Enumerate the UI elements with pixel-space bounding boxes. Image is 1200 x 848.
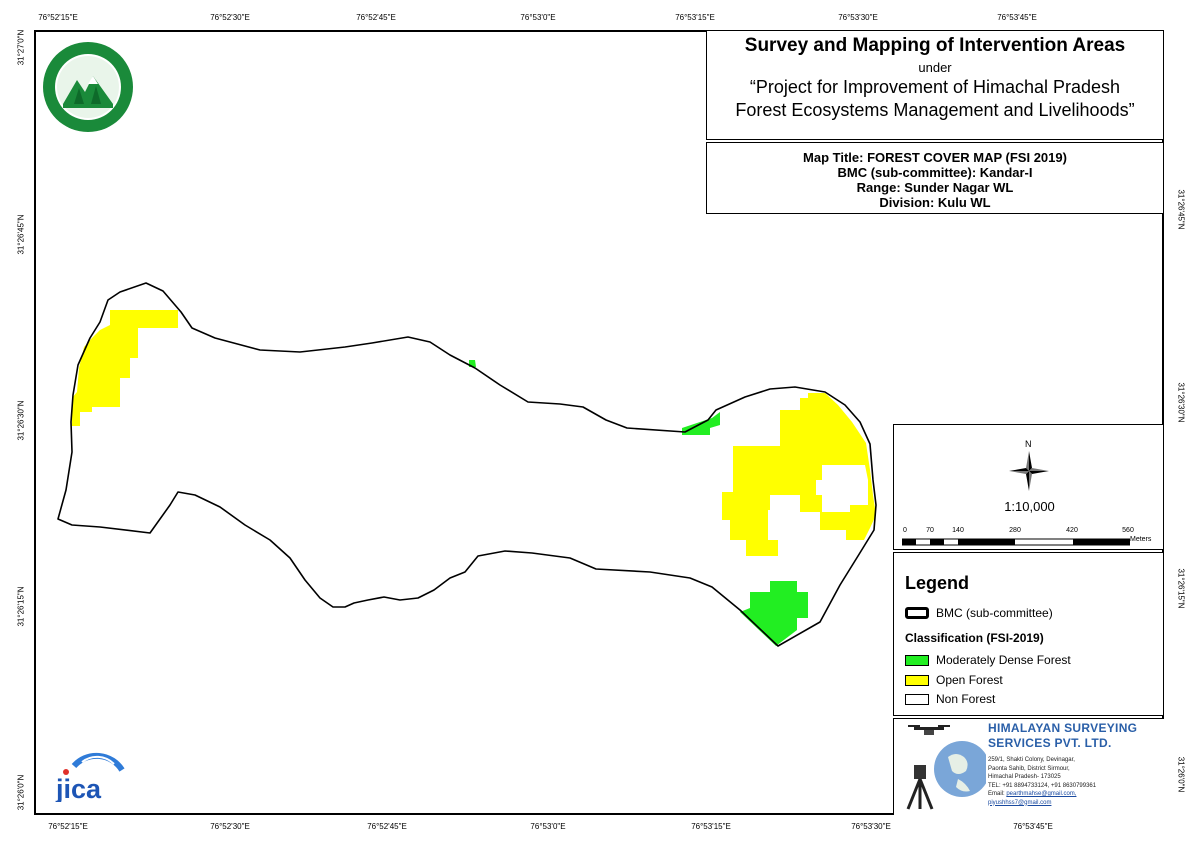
legend-item-open-forest: Open Forest: [905, 673, 1003, 687]
lon-label: 76°53'45"E: [1013, 822, 1053, 831]
email-link[interactable]: pearthmahse@gmail.com,: [1006, 791, 1077, 797]
bmc-name: BMC (sub-committee): Kandar-I: [837, 165, 1033, 180]
address-line: Paonta Sahib, District Sirmour,: [988, 765, 1070, 772]
scale-tick: 560: [1122, 527, 1134, 534]
drone-globe-icon: [906, 725, 986, 810]
jica-wordmark: jica: [55, 774, 102, 802]
lon-label: 76°52'45"E: [367, 822, 407, 831]
classification-title: Classification (FSI-2019): [905, 631, 1044, 645]
open-forest-west: [72, 310, 178, 426]
lon-label: 76°53'30"E: [838, 13, 878, 22]
scale-tick: 70: [926, 527, 934, 534]
company-box: HIMALAYAN SURVEYING SERVICES PVT. LTD. 2…: [893, 718, 1164, 815]
email-link[interactable]: piyushhss7@gmail.com: [988, 799, 1052, 806]
lon-label: 76°53'45"E: [997, 13, 1037, 22]
scale-tick: 420: [1066, 527, 1078, 534]
scale-unit: Meters: [1130, 536, 1152, 543]
jica-logo: jica: [55, 752, 125, 802]
hp-forest-logo: [43, 42, 133, 132]
north-letter: N: [1025, 439, 1032, 449]
legend-item-moderately-dense: Moderately Dense Forest: [905, 653, 1071, 667]
lon-label: 76°53'15"E: [691, 822, 731, 831]
range-name: Range: Sunder Nagar WL: [856, 180, 1014, 195]
lon-label: 76°52'30"E: [210, 13, 250, 22]
non-forest-enclave: [816, 465, 868, 512]
address-line: 259/1, Shakti Colony, Devinagar,: [988, 757, 1075, 763]
moderately-dense-forest-south: [740, 581, 808, 646]
project-title-line2: Forest Ecosystems Management and Livelih…: [735, 100, 1135, 120]
title-under: under: [918, 60, 952, 75]
lon-label: 76°52'30"E: [210, 822, 250, 831]
map-frame: [34, 30, 1164, 815]
lon-label: 76°53'0"E: [530, 822, 566, 831]
bmc-swatch: [905, 607, 929, 619]
legend-box: Legend BMC (sub-committee) Classificatio…: [893, 552, 1164, 716]
lon-label: 76°53'0"E: [520, 13, 556, 22]
company-name-line1: HIMALAYAN SURVEYING: [988, 721, 1138, 735]
legend-title: Legend: [905, 573, 970, 593]
company-name: HIMALAYAN SURVEYING SERVICES PVT. LTD.: [988, 721, 1137, 751]
division-name: Division: Kulu WL: [879, 195, 991, 210]
scale-tick: 140: [952, 527, 964, 534]
lon-label: 76°53'15"E: [675, 13, 715, 22]
open-forest-east: [722, 393, 876, 556]
scale-tick: 0: [903, 527, 907, 534]
scale-ratio: 1:10,000: [1004, 499, 1055, 514]
company-address: 259/1, Shakti Colony, Devinagar, Paonta …: [988, 756, 1096, 807]
legend-item-bmc: BMC (sub-committee): [905, 606, 1053, 620]
map-main-title: Survey and Mapping of Intervention Areas: [744, 35, 1126, 56]
lon-label: 76°53'30"E: [851, 822, 891, 831]
swatch-white: [905, 693, 929, 705]
scale-tick: 280: [1009, 527, 1021, 534]
scale-bar: [902, 538, 1130, 546]
email-line: Email: pearthmahse@gmail.com,: [988, 790, 1096, 799]
swatch-green: [905, 654, 929, 666]
title-box: Survey and Mapping of Intervention Areas…: [706, 30, 1164, 140]
legend-item-non-forest: Non Forest: [905, 692, 995, 706]
legend-label: Open Forest: [936, 673, 1003, 687]
lon-label: 76°52'15"E: [48, 822, 88, 831]
lon-label: 76°52'15"E: [38, 13, 78, 22]
legend-label: BMC (sub-committee): [936, 606, 1053, 620]
phone-line: TEL: +91 8894733124, +91 8630799361: [988, 782, 1097, 789]
legend-label: Non Forest: [936, 692, 996, 706]
swatch-yellow: [905, 674, 929, 686]
lon-label: 76°52'45"E: [356, 13, 396, 22]
company-name-line2: SERVICES PVT. LTD.: [988, 736, 1112, 750]
bmc-boundary: [57, 282, 877, 647]
email-label: Email:: [988, 791, 1007, 797]
legend-label: Moderately Dense Forest: [936, 653, 1071, 667]
compass-rose-icon: [1009, 451, 1049, 491]
map-title: Map Title: FOREST COVER MAP (FSI 2019): [803, 150, 1067, 165]
project-title-line1: “Project for Improvement of Himachal Pra…: [749, 77, 1121, 97]
address-line: Himachal Pradesh- 173025: [988, 774, 1061, 780]
north-scale-box: N 1:10,000 0 70 140 280 420 560 Meters: [893, 424, 1164, 550]
map-info-box: Map Title: FOREST COVER MAP (FSI 2019) B…: [706, 142, 1164, 214]
